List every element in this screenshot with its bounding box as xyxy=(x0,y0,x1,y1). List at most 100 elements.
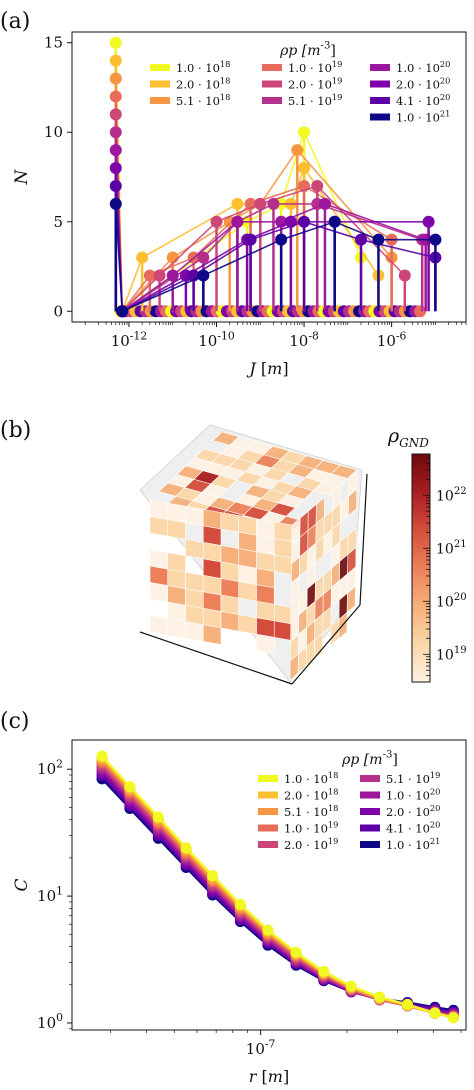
panel-c-legend-swatch xyxy=(258,791,278,799)
panel-a-legend-label: 5.1 · 1019 xyxy=(288,92,342,108)
panel-a-axes-frame xyxy=(71,31,467,323)
panel-a-point xyxy=(166,269,179,282)
panel-b-voxel xyxy=(185,505,204,527)
panel-c-letter: (c) xyxy=(0,709,30,734)
panel-c-legend-swatch xyxy=(258,775,278,782)
panel-c-legend-label: 1.0 · 1021 xyxy=(386,836,440,852)
panel-a-point xyxy=(328,215,341,228)
panel-a-legend-swatch xyxy=(262,64,282,71)
panel-a-point xyxy=(109,162,122,175)
panel-a-legend-swatch xyxy=(262,97,282,104)
panel-a-point xyxy=(166,251,179,264)
panel-c-legend-label: 2.0 · 1018 xyxy=(284,786,338,802)
panel-b-voxel xyxy=(167,519,186,540)
panel-b-voxel-plot: 1019 1020 1021 1022 ρGND xyxy=(139,424,467,685)
panel-a-y-tick-label: 0 xyxy=(53,302,63,320)
panel-c-point xyxy=(234,898,246,910)
panel-b-colorbar-tick-label: 1022 xyxy=(436,486,467,504)
panel-a-letter: (a) xyxy=(0,9,30,34)
panel-a-series xyxy=(109,90,398,318)
panel-c-legend-swatch xyxy=(360,775,380,782)
panel-a-legend-label: 1.0 · 1020 xyxy=(396,59,450,75)
panel-b-voxel xyxy=(149,615,169,636)
panel-a-point xyxy=(298,215,311,228)
panel-c-chart: 10-7 100 101 102 r [m] Cρp [m-3]1.0 · 10182.0… xyxy=(12,739,467,1086)
panel-c-series xyxy=(96,764,459,1020)
panel-a-legend-label: 2.0 · 1019 xyxy=(288,75,342,91)
panel-c-y-axis-label: C xyxy=(12,878,32,891)
panel-a-legend-label: 1.0 · 1018 xyxy=(176,59,230,75)
panel-a-point xyxy=(275,233,288,246)
panel-b-letter: (b) xyxy=(0,418,31,443)
panel-a-x-tick-label: 10-8 xyxy=(289,329,319,350)
panel-a-legend-label: 4.1 · 1020 xyxy=(396,92,450,108)
panel-a-y-tick-label: 15 xyxy=(44,34,63,52)
panel-a-point xyxy=(197,251,210,264)
panel-a-point xyxy=(298,126,311,139)
panel-b-voxel xyxy=(238,581,257,602)
panel-c-legend-label: 4.1 · 1020 xyxy=(386,819,440,835)
panel-b-voxel xyxy=(149,516,169,537)
panel-a-legend-label: 5.1 · 1018 xyxy=(176,92,230,108)
panel-c-point xyxy=(262,924,274,936)
panel-c-legend-label: 1.0 · 1018 xyxy=(284,770,338,786)
panel-c-point xyxy=(374,991,386,1003)
panel-a-point xyxy=(372,233,385,246)
panel-b-colorbar-title: ρGND xyxy=(387,425,429,450)
panel-a-y-axis-label: N xyxy=(12,168,32,185)
panel-a-legend-label: 1.0 · 1019 xyxy=(288,59,342,75)
panel-a-series xyxy=(109,197,442,318)
panel-b-colorbar-tick-label: 1019 xyxy=(436,645,467,663)
panel-a-point xyxy=(109,144,122,157)
panel-c-point xyxy=(96,750,108,762)
panel-a-legend-label: 2.0 · 1020 xyxy=(396,75,450,91)
panel-a-zero-marker xyxy=(414,305,427,318)
panel-c-point xyxy=(180,842,192,854)
panel-c-legend-swatch xyxy=(360,824,380,832)
panel-a-point xyxy=(298,162,311,175)
panel-b-top-face xyxy=(158,431,358,539)
panel-c-x-tick-label: 10-7 xyxy=(246,1037,276,1058)
panel-a-point xyxy=(116,305,129,318)
panel-c-point xyxy=(207,870,219,882)
panel-a-point xyxy=(109,72,122,85)
panel-b-voxel xyxy=(185,538,204,560)
panel-c-y-tick-label: 102 xyxy=(37,757,63,778)
panel-a-legend-swatch xyxy=(370,97,390,104)
panel-a-point xyxy=(153,269,166,282)
panel-c-y-tick-label: 100 xyxy=(37,1011,63,1032)
panel-b-side-face xyxy=(289,469,358,681)
panel-a-x-tick-label: 10-12 xyxy=(111,329,147,350)
panel-b-voxel xyxy=(314,632,324,661)
panel-a-point xyxy=(109,179,122,192)
panel-a-point xyxy=(398,269,411,282)
panel-c-legend-label: 5.1 · 1019 xyxy=(386,770,440,786)
panel-a-point xyxy=(109,36,122,49)
panel-c-legend-swatch xyxy=(360,791,380,799)
panel-b-voxel xyxy=(149,582,169,603)
panel-c-x-axis-label: r [m] xyxy=(249,1067,289,1086)
panel-a-legend-swatch xyxy=(370,64,390,71)
panel-a-legend-label: 1.0 · 1021 xyxy=(396,108,450,124)
panel-c-legend-swatch xyxy=(258,841,278,848)
panel-c-point xyxy=(318,965,330,977)
panel-c-y-tick-label: 101 xyxy=(37,884,63,905)
panel-b-voxel xyxy=(346,585,356,614)
panel-a-point xyxy=(109,126,122,139)
panel-b-voxel xyxy=(220,512,240,533)
panel-a-point xyxy=(244,233,257,246)
panel-b-axis-edge xyxy=(139,631,293,685)
panel-a-x-tick-label: 10-6 xyxy=(377,329,407,350)
panel-c-plot-area xyxy=(96,750,459,1024)
panel-c-legend-label: 1.0 · 1019 xyxy=(284,819,338,835)
panel-c-point xyxy=(345,980,357,992)
panel-b-front-face xyxy=(149,499,293,655)
panel-a-legend-label: 2.0 · 1018 xyxy=(176,75,230,91)
panel-a-point xyxy=(267,197,280,210)
panel-b-voxel xyxy=(167,618,186,639)
panel-a-legend-swatch xyxy=(370,80,390,88)
panel-b-voxel xyxy=(185,621,204,642)
